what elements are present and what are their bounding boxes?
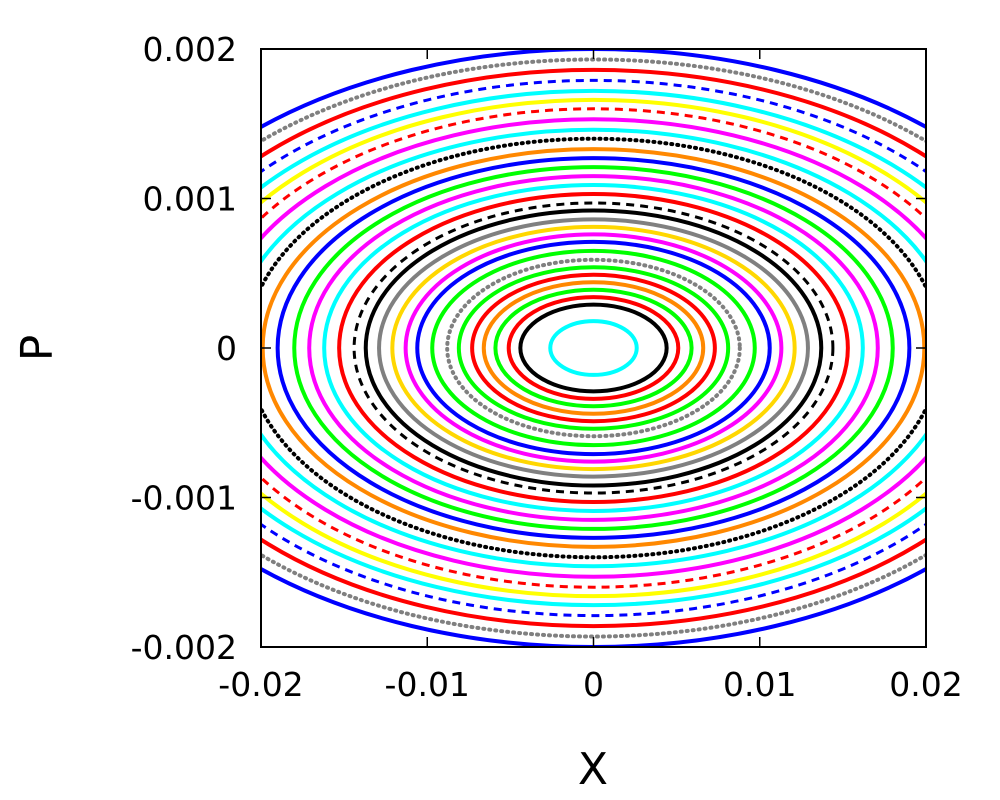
- trajectory-4: [493, 287, 694, 409]
- trajectory-24: [261, 117, 926, 579]
- trajectory-19: [292, 165, 895, 531]
- y-tick-label: 0: [216, 329, 237, 368]
- trajectory-12: [390, 224, 797, 472]
- trajectory-2: [518, 302, 669, 394]
- trajectory-17: [322, 183, 865, 513]
- plot-frame: [260, 48, 927, 648]
- trajectory-15: [352, 201, 835, 495]
- trajectory-14: [363, 208, 824, 488]
- trajectory-18: [307, 174, 880, 522]
- trajectory-16: [337, 192, 850, 504]
- trajectory-28: [261, 78, 926, 618]
- trajectory-8: [445, 257, 742, 439]
- y-tick-label: -0.002: [131, 628, 237, 667]
- trajectory-26: [261, 97, 926, 599]
- trajectory-11: [403, 232, 784, 464]
- y-axis-label: P: [12, 335, 63, 362]
- x-tick-label: 0.02: [889, 665, 962, 704]
- x-tick-label: -0.01: [385, 665, 470, 704]
- trajectory-6: [470, 272, 717, 424]
- trajectory-29: [261, 68, 926, 628]
- y-tick-label: 0.001: [143, 180, 237, 219]
- trajectory-25: [261, 107, 926, 589]
- trajectory-5: [481, 280, 706, 416]
- x-axis-label: X: [578, 744, 608, 795]
- x-tick-label: 0: [583, 665, 604, 704]
- trajectory-20: [275, 156, 912, 540]
- trajectory-22: [261, 136, 926, 560]
- trajectory-13: [377, 217, 810, 479]
- trajectory-10: [415, 239, 772, 457]
- y-tick-label: -0.001: [131, 479, 237, 518]
- x-tick-label: -0.02: [218, 665, 303, 704]
- trajectory-9: [430, 248, 757, 448]
- trajectory-27: [261, 88, 926, 608]
- trajectory-7: [456, 265, 731, 431]
- trajectory-30: [261, 57, 926, 639]
- y-tick-label: 0.002: [143, 30, 237, 69]
- trajectory-3: [506, 295, 681, 401]
- trajectory-23: [261, 127, 926, 569]
- x-tick-label: 0.01: [723, 665, 796, 704]
- trajectory-1: [548, 319, 639, 377]
- tick-labels: -0.02 -0.01 0 0.01 0.02 -0.002 -0.001 0 0.001 0.0…: [131, 30, 963, 704]
